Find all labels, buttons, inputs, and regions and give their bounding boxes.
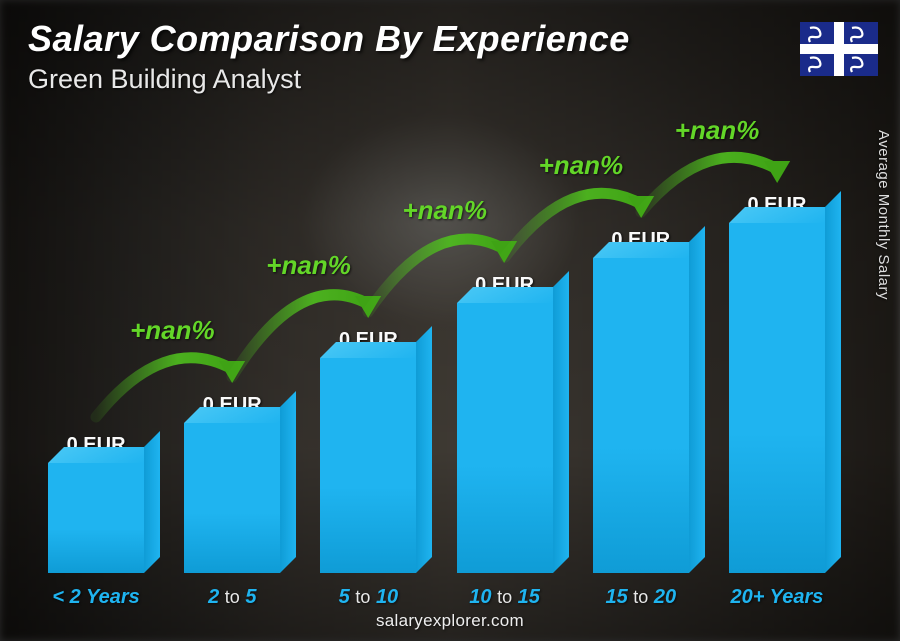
- bar: [593, 258, 689, 573]
- page-title: Salary Comparison By Experience: [28, 18, 790, 60]
- x-axis-label: 20+ Years: [709, 586, 845, 609]
- martinique-flag-icon: [800, 22, 878, 76]
- bar: [320, 358, 416, 573]
- page-subtitle: Green Building Analyst: [28, 64, 790, 95]
- bar: [184, 423, 280, 573]
- y-axis-label: Average Monthly Salary: [875, 130, 892, 300]
- percent-increase-label: +nan%: [402, 195, 487, 226]
- x-axis-label: 2 to 5: [164, 586, 300, 609]
- percent-increase-label: +nan%: [675, 115, 760, 146]
- percent-increase-label: +nan%: [266, 250, 351, 281]
- bar-column: 0 EUR: [709, 110, 845, 573]
- x-axis-label: 15 to 20: [573, 586, 709, 609]
- percent-increase-label: +nan%: [130, 315, 215, 346]
- footer-attribution: salaryexplorer.com: [0, 611, 900, 631]
- header: Salary Comparison By Experience Green Bu…: [28, 18, 790, 95]
- bar: [729, 223, 825, 573]
- bar: [48, 463, 144, 573]
- x-axis-label: 5 to 10: [300, 586, 436, 609]
- x-axis-label: < 2 Years: [28, 586, 164, 609]
- bar-chart: 0 EUR0 EUR0 EUR0 EUR0 EUR0 EUR < 2 Years…: [28, 110, 845, 573]
- x-axis-label: 10 to 15: [437, 586, 573, 609]
- percent-increase-label: +nan%: [539, 150, 624, 181]
- bar-column: 0 EUR: [300, 110, 436, 573]
- bar: [457, 303, 553, 573]
